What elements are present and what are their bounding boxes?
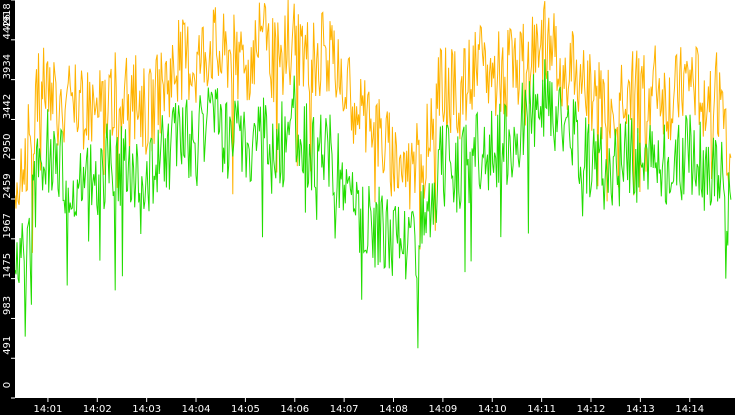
x-tick-label: 14:09 (428, 404, 457, 415)
y-tick-label: 2459 (2, 173, 13, 198)
x-tick-label: 14:07 (330, 404, 359, 415)
y-tick-label: 4426 (2, 14, 13, 39)
y-tick-label: 2950 (2, 134, 13, 159)
x-axis-band (0, 398, 735, 415)
y-axis-band (0, 0, 15, 415)
y-tick-label: 3442 (2, 94, 13, 119)
y-tick-label: 1967 (2, 213, 13, 238)
series-layer (14, 0, 732, 349)
x-axis-ticks: 14:01 14:02 14:03 14:04 14:05 14:06 14:07 14:08… (34, 398, 704, 415)
y-tick-label: 1475 (2, 253, 13, 278)
x-tick-label: 14:04 (182, 404, 211, 415)
y-tick-label: 3934 (2, 54, 13, 79)
x-tick-label: 14:01 (34, 404, 63, 415)
x-tick-label: 14:02 (83, 404, 112, 415)
y-tick-label: 0 (2, 382, 13, 388)
series-line-1 (14, 0, 732, 253)
y-tick-label: 491 (2, 336, 13, 355)
x-tick-label: 14:11 (527, 404, 556, 415)
y-tick-label: 4918 (2, 3, 13, 28)
x-tick-label: 14:10 (478, 404, 507, 415)
x-tick-label: 14:13 (626, 404, 655, 415)
x-tick-label: 14:14 (675, 404, 704, 415)
series-line-2 (14, 59, 732, 349)
x-tick-label: 14:12 (577, 404, 606, 415)
y-tick-label: 983 (2, 296, 13, 315)
x-tick-label: 14:05 (231, 404, 260, 415)
x-tick-label: 14:03 (132, 404, 161, 415)
x-tick-label: 14:06 (280, 404, 309, 415)
x-tick-label: 14:08 (379, 404, 408, 415)
